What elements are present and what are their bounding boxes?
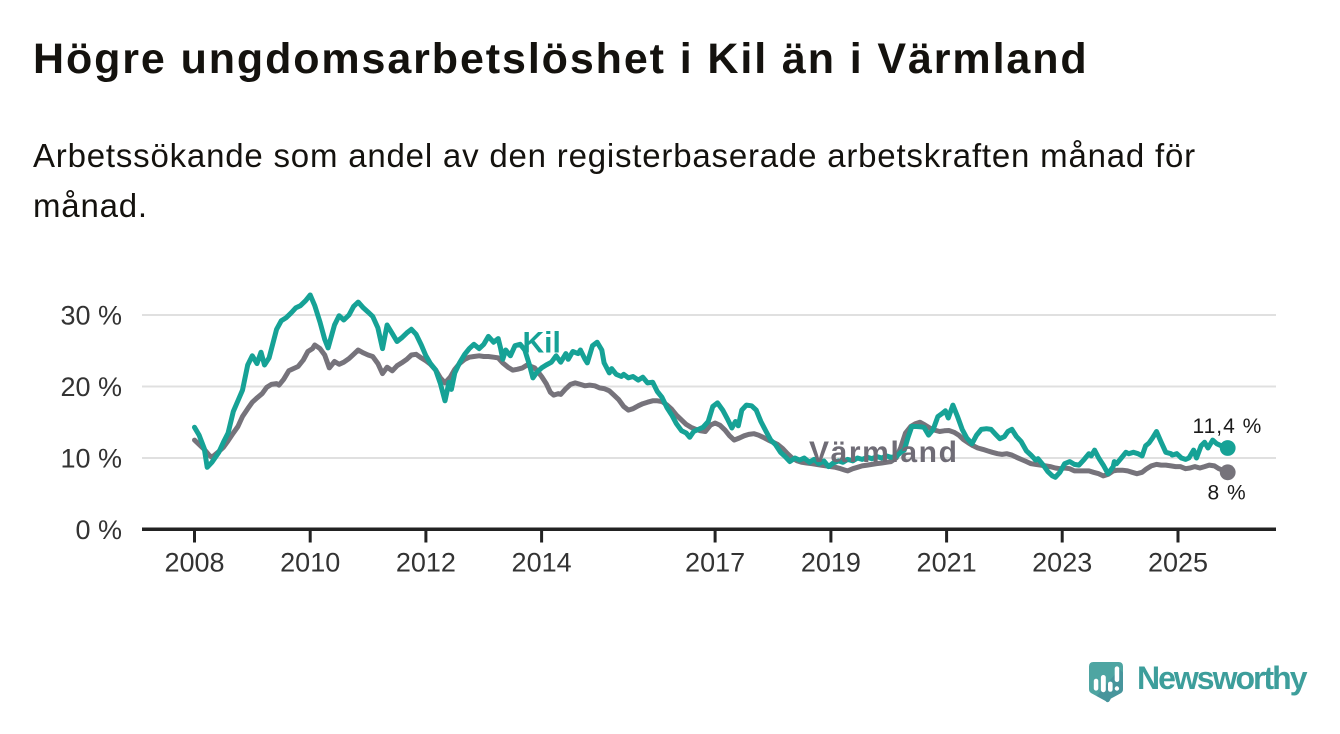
svg-text:20 %: 20 % bbox=[60, 372, 122, 402]
svg-text:2014: 2014 bbox=[512, 548, 572, 578]
svg-text:11,4 %: 11,4 % bbox=[1193, 415, 1263, 438]
svg-text:2010: 2010 bbox=[280, 548, 340, 578]
svg-text:8 %: 8 % bbox=[1208, 482, 1247, 505]
svg-text:Kil: Kil bbox=[523, 327, 561, 360]
svg-text:2019: 2019 bbox=[801, 548, 861, 578]
svg-text:10 %: 10 % bbox=[60, 444, 122, 474]
svg-text:2017: 2017 bbox=[685, 548, 745, 578]
svg-text:30 %: 30 % bbox=[60, 301, 122, 331]
svg-text:2008: 2008 bbox=[164, 548, 224, 578]
svg-text:0 %: 0 % bbox=[75, 515, 122, 545]
svg-text:2012: 2012 bbox=[396, 548, 456, 578]
svg-text:2023: 2023 bbox=[1032, 548, 1092, 578]
svg-text:2021: 2021 bbox=[917, 548, 977, 578]
svg-text:Värmland: Värmland bbox=[809, 436, 959, 469]
svg-text:2025: 2025 bbox=[1148, 548, 1208, 578]
